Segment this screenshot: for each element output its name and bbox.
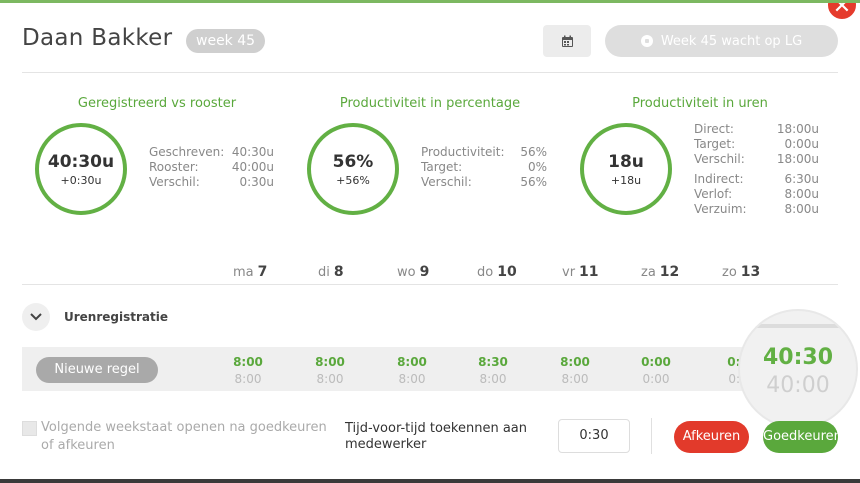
stat-details-registered: Geschreven: 40:30u Rooster: 40:00u Verschi… — [149, 145, 274, 190]
divider — [22, 284, 838, 285]
calendar-button[interactable] — [543, 25, 591, 57]
total-planned: 40:00 — [766, 373, 830, 398]
day-header: do 10 — [477, 264, 517, 280]
stat-title-productivity-pct: Productiviteit in percentage — [339, 96, 521, 111]
hours-row — [22, 347, 838, 391]
day-header: vr 11 — [562, 264, 599, 280]
detail-value: 18:00u — [776, 122, 819, 136]
ring-sub-value: +0:30u — [60, 173, 102, 187]
stat-title-productivity-hours: Productiviteit in uren — [632, 96, 768, 111]
detail-label: Verzuim: — [694, 202, 747, 216]
detail-label: Target: — [694, 137, 736, 151]
ring-productivity-hours: 18u +18u — [580, 123, 672, 215]
detail-value: 0:30u — [239, 175, 274, 189]
stat-title-registered: Geregistreerd vs rooster — [77, 96, 237, 111]
day-header: wo 9 — [397, 264, 430, 280]
detail-value: 6:30u — [784, 172, 819, 186]
detail-value: 56% — [520, 175, 547, 189]
open-next-label: Volgende weekstaat openen na goedkeuren … — [41, 420, 327, 453]
day-hours-cell[interactable]: 8:30 8:00 — [478, 355, 508, 386]
weekstaat-modal: Daan Bakker week 45 Week 45 wacht op LG … — [0, 3, 860, 479]
detail-value: 18:00u — [776, 152, 819, 166]
tvt-input[interactable]: 0:30 — [558, 419, 630, 453]
chevron-down-icon — [30, 313, 42, 321]
ring-productivity-pct: 56% +56% — [307, 123, 399, 215]
detail-label: Productiviteit: — [421, 145, 505, 159]
close-icon: ✕ — [832, 3, 852, 19]
divider — [22, 72, 838, 73]
week-badge: week 45 — [186, 29, 266, 53]
divider — [651, 418, 652, 454]
week-status-button[interactable]: Week 45 wacht op LG — [605, 25, 838, 57]
detail-value: 0:00u — [784, 137, 819, 151]
detail-label: Verlof: — [694, 187, 733, 201]
reject-button[interactable]: Afkeuren — [674, 421, 749, 453]
day-header: zo 13 — [722, 264, 761, 280]
calendar-icon — [561, 35, 573, 47]
week-status-label: Week 45 wacht op LG — [660, 33, 803, 49]
ring-sub-value: +18u — [610, 173, 642, 187]
detail-label: Direct: — [694, 122, 734, 136]
section-title: Urenregistratie — [64, 310, 168, 324]
detail-label: Indirect: — [694, 172, 744, 186]
tvt-label: Tijd-voor-tijd toekennen aan medewerker — [345, 421, 527, 452]
detail-value: 0% — [527, 160, 547, 174]
detail-value: 40:30u — [231, 145, 274, 159]
day-header: di 8 — [318, 264, 344, 280]
day-hours-cell[interactable]: 8:00 8:00 — [560, 355, 590, 386]
divider — [740, 324, 856, 328]
detail-value: 40:00u — [231, 160, 274, 174]
detail-label: Verschil: — [421, 175, 472, 189]
detail-value: 8:00u — [784, 187, 819, 201]
top-accent-bar — [0, 0, 860, 3]
day-header: ma 7 — [233, 264, 268, 280]
detail-label: Verschil: — [149, 175, 200, 189]
detail-label: Geschreven: — [149, 145, 225, 159]
total-hours: 40:30 — [762, 345, 834, 370]
pause-icon — [640, 35, 653, 47]
ring-main-value: 56% — [332, 151, 374, 172]
detail-label: Verschil: — [694, 152, 745, 166]
detail-value: 56% — [520, 145, 547, 159]
ring-registered: 40:30u +0:30u — [35, 123, 127, 215]
new-row-button[interactable]: Nieuwe regel — [36, 357, 158, 383]
collapse-toggle[interactable] — [22, 303, 50, 331]
day-hours-cell[interactable]: 8:00 8:00 — [397, 355, 427, 386]
close-button[interactable]: ✕ — [826, 3, 858, 21]
employee-name: Daan Bakker — [22, 25, 173, 51]
ring-main-value: 18u — [608, 151, 644, 172]
day-header: za 12 — [641, 264, 680, 280]
day-hours-cell[interactable]: 8:00 8:00 — [233, 355, 263, 386]
stat-details-productivity-hours: Direct: 18:00u Target: 0:00u Verschil: 18:0… — [694, 122, 819, 217]
ring-main-value: 40:30u — [47, 151, 115, 172]
open-next-checkbox[interactable] — [22, 421, 37, 436]
detail-label: Target: — [421, 160, 463, 174]
approve-button[interactable]: Goedkeuren — [763, 421, 842, 453]
detail-value: 8:00u — [784, 202, 819, 216]
day-hours-cell[interactable]: 0:00 0:00 — [641, 355, 671, 386]
detail-label: Rooster: — [149, 160, 199, 174]
totals-magnifier: 40:30 40:00 — [740, 311, 856, 427]
ring-sub-value: +56% — [336, 173, 370, 187]
stat-details-productivity-pct: Productiviteit: 56% Target: 0% Verschil: 56… — [421, 145, 547, 190]
day-hours-cell[interactable]: 8:00 8:00 — [315, 355, 345, 386]
